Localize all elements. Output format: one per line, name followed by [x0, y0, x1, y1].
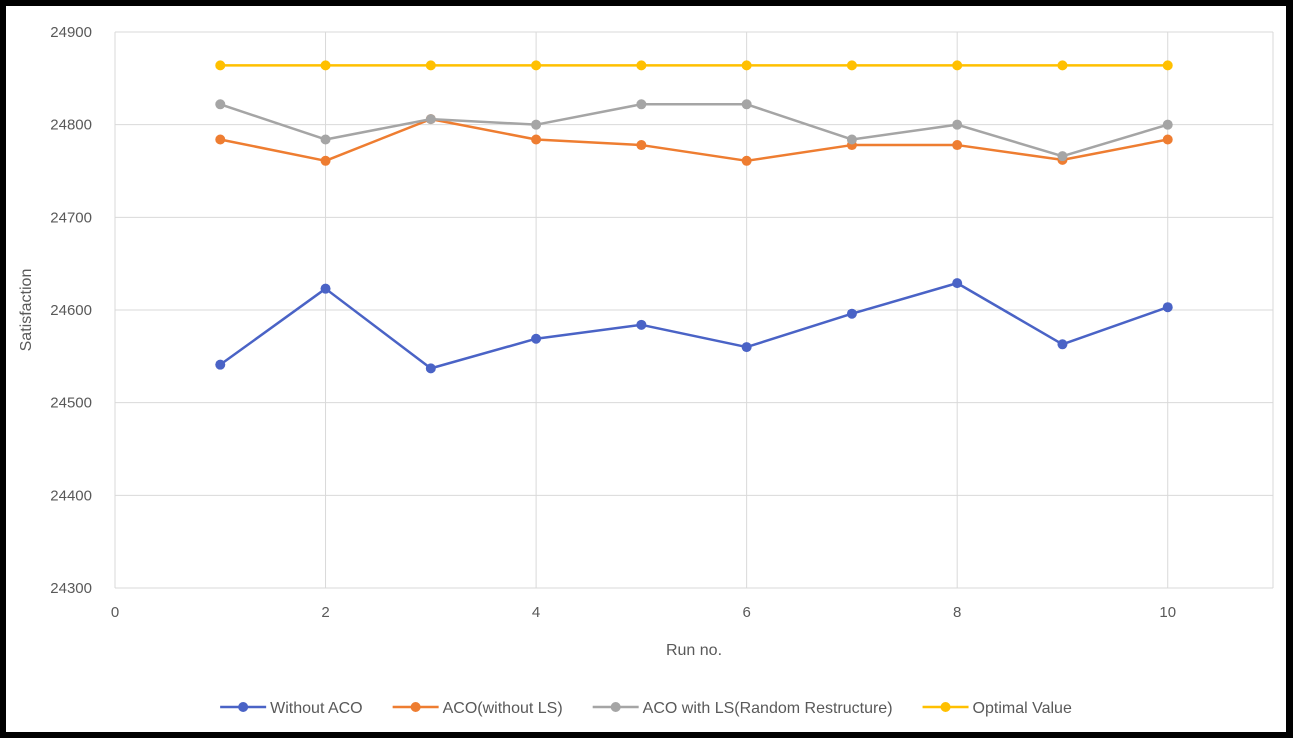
legend-label: ACO with LS(Random Restructure)	[643, 700, 893, 717]
x-tick-label: 10	[1159, 604, 1176, 621]
data-point	[531, 60, 542, 71]
legend-entry: Without ACO	[220, 700, 363, 717]
legend-label: Optimal Value	[973, 700, 1072, 717]
gridlines	[114, 31, 1274, 589]
legend-entry: ACO with LS(Random Restructure)	[592, 700, 893, 717]
data-point	[215, 359, 226, 370]
series-line	[219, 281, 1169, 370]
data-point	[952, 119, 963, 130]
data-point	[1057, 60, 1068, 71]
series-line	[220, 117, 1168, 163]
y-tick-label: 24900	[50, 24, 92, 41]
x-tick-label: 0	[111, 604, 119, 621]
data-point	[320, 134, 331, 145]
legend-swatch-marker	[410, 702, 421, 712]
data-point	[952, 278, 963, 289]
data-point	[320, 283, 331, 294]
data-point	[320, 155, 331, 166]
y-tick-label: 24800	[50, 117, 92, 134]
data-point	[741, 99, 752, 110]
x-tick-label: 2	[321, 604, 329, 621]
data-point	[846, 308, 857, 319]
y-tick-label: 24500	[50, 395, 92, 412]
data-point	[1057, 339, 1068, 350]
legend-entry: ACO(without LS)	[392, 700, 563, 717]
data-point	[636, 140, 647, 151]
y-tick-label: 24700	[50, 209, 92, 226]
data-point	[1162, 302, 1173, 313]
y-axis-title: Satisfaction	[18, 269, 35, 352]
series-0	[215, 278, 1173, 374]
x-axis-title: Run no.	[666, 642, 722, 659]
series-3	[215, 60, 1173, 71]
data-point	[215, 60, 226, 71]
data-point	[1162, 134, 1173, 145]
data-point	[1162, 119, 1173, 130]
series-2	[215, 99, 1173, 162]
y-tick-label: 24300	[50, 580, 92, 597]
legend-swatch-marker	[238, 702, 249, 712]
data-point	[531, 134, 542, 145]
x-tick-label: 4	[532, 604, 540, 621]
legend-entry: Optimal Value	[922, 700, 1072, 717]
legend-swatch-marker	[940, 702, 951, 712]
x-tick-label: 6	[742, 604, 750, 621]
data-point	[952, 140, 963, 151]
y-tick-label: 24400	[50, 487, 92, 504]
data-point	[425, 60, 436, 71]
x-tick-labels: 0 2 4 6 8 10	[111, 604, 1176, 621]
data-point	[741, 155, 752, 166]
data-point	[320, 60, 331, 71]
data-point	[425, 363, 436, 374]
data-point	[531, 119, 542, 130]
series-1	[215, 114, 1173, 166]
y-tick-labels: 24300 24400 24500 24600 24700 24800 24900	[50, 24, 92, 597]
data-point	[846, 134, 857, 145]
data-point	[741, 60, 752, 71]
y-tick-label: 24600	[50, 302, 92, 319]
data-point	[636, 319, 647, 330]
data-point	[741, 342, 752, 353]
data-point	[846, 60, 857, 71]
x-tick-label: 8	[953, 604, 961, 621]
legend-label: Without ACO	[270, 700, 362, 717]
data-point	[215, 99, 226, 110]
data-point	[1162, 60, 1173, 71]
data-point	[425, 114, 436, 125]
data-point	[636, 99, 647, 110]
series-line	[219, 103, 1169, 158]
data-point	[1057, 151, 1068, 162]
legend-swatch-marker	[610, 702, 621, 712]
data-point	[952, 60, 963, 71]
legend: Without ACO ACO(without LS) ACO with LS(Ra…	[220, 700, 1072, 717]
data-point	[531, 333, 542, 344]
data-point	[215, 134, 226, 145]
series-lines	[215, 60, 1173, 374]
legend-label: ACO(without LS)	[443, 700, 563, 717]
data-point	[636, 60, 647, 71]
